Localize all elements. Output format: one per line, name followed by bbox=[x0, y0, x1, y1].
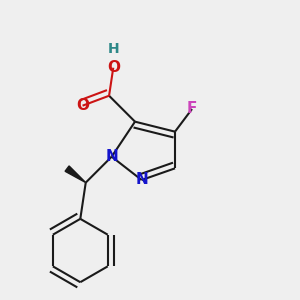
Text: N: N bbox=[105, 149, 118, 164]
Text: O: O bbox=[76, 98, 89, 113]
Text: F: F bbox=[187, 101, 197, 116]
Text: N: N bbox=[135, 172, 148, 188]
Text: H: H bbox=[107, 42, 119, 56]
Text: O: O bbox=[107, 60, 120, 75]
Polygon shape bbox=[65, 166, 86, 183]
